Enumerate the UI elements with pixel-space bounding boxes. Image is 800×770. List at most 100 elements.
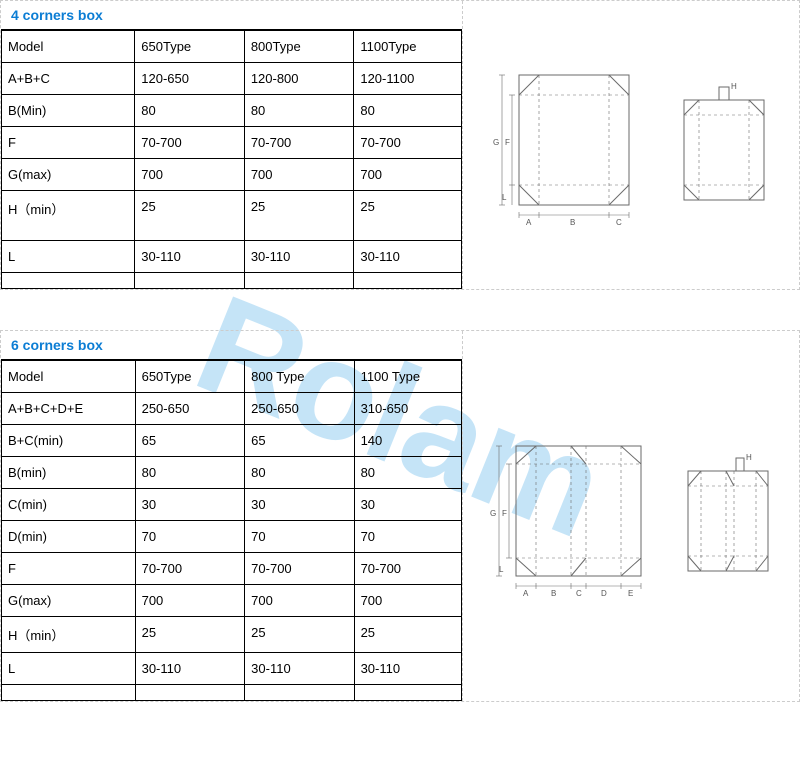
table-panel-4: 4 corners box Model 650Type 800Type 1100… bbox=[1, 1, 463, 289]
cell: 80 bbox=[135, 457, 245, 489]
cell: 700 bbox=[354, 585, 461, 617]
cell: 700 bbox=[354, 159, 462, 191]
cell: 65 bbox=[135, 425, 245, 457]
cell: 30-110 bbox=[245, 653, 354, 685]
col-header: 650Type bbox=[135, 31, 245, 63]
table-row: H（min） 25 25 25 bbox=[2, 191, 462, 241]
cell: 120-650 bbox=[135, 63, 245, 95]
cell: 70-700 bbox=[135, 553, 245, 585]
svg-text:G: G bbox=[493, 138, 499, 147]
title-6-corners: 6 corners box bbox=[1, 331, 462, 360]
cell: D(min) bbox=[2, 521, 136, 553]
cell: 80 bbox=[354, 457, 461, 489]
cell: 700 bbox=[245, 585, 354, 617]
cell: H（min） bbox=[2, 617, 136, 653]
svg-text:H: H bbox=[731, 82, 737, 91]
col-header: Model bbox=[2, 361, 136, 393]
table-row-empty bbox=[2, 273, 462, 289]
col-header: 1100 Type bbox=[354, 361, 461, 393]
cell: 30 bbox=[135, 489, 245, 521]
cell: 70-700 bbox=[245, 553, 354, 585]
svg-text:A: A bbox=[523, 589, 529, 598]
box-diagram-4-assembled: H bbox=[669, 75, 779, 215]
box-diagram-4-flat: G F L A B C bbox=[484, 55, 649, 235]
cell: 70 bbox=[135, 521, 245, 553]
cell: F bbox=[2, 127, 135, 159]
table-row: B(Min) 80 80 80 bbox=[2, 95, 462, 127]
cell: 70 bbox=[354, 521, 461, 553]
table-row: A+B+C 120-650 120-800 120-1100 bbox=[2, 63, 462, 95]
cell: 30-110 bbox=[354, 241, 462, 273]
cell: 25 bbox=[135, 617, 245, 653]
cell: 80 bbox=[135, 95, 245, 127]
col-header: 1100Type bbox=[354, 31, 462, 63]
svg-text:G: G bbox=[490, 509, 496, 518]
cell: 700 bbox=[244, 159, 354, 191]
table-row: H（min） 25 25 25 bbox=[2, 617, 462, 653]
cell: 70-700 bbox=[135, 127, 245, 159]
svg-text:E: E bbox=[628, 589, 633, 598]
cell: 70 bbox=[245, 521, 354, 553]
table-row: F 70-700 70-700 70-700 bbox=[2, 553, 462, 585]
cell: 30 bbox=[245, 489, 354, 521]
svg-text:C: C bbox=[576, 589, 582, 598]
col-header: 650Type bbox=[135, 361, 245, 393]
svg-text:B: B bbox=[570, 218, 575, 227]
cell: F bbox=[2, 553, 136, 585]
cell: 30 bbox=[354, 489, 461, 521]
title-4-corners: 4 corners box bbox=[1, 1, 462, 30]
cell: 70-700 bbox=[354, 127, 462, 159]
cell: 25 bbox=[135, 191, 245, 241]
table-row: C(min) 30 30 30 bbox=[2, 489, 462, 521]
svg-text:C: C bbox=[616, 218, 622, 227]
cell: 80 bbox=[354, 95, 462, 127]
table-row: G(max) 700 700 700 bbox=[2, 585, 462, 617]
cell: 120-1100 bbox=[354, 63, 462, 95]
table-header-row: Model 650Type 800 Type 1100 Type bbox=[2, 361, 462, 393]
diagram-panel-4: G F L A B C bbox=[463, 1, 799, 289]
col-header: Model bbox=[2, 31, 135, 63]
cell: 310-650 bbox=[354, 393, 461, 425]
section-4-corners: 4 corners box Model 650Type 800Type 1100… bbox=[0, 0, 800, 290]
cell: 250-650 bbox=[135, 393, 245, 425]
cell: 80 bbox=[244, 95, 354, 127]
cell: 25 bbox=[244, 191, 354, 241]
cell: 250-650 bbox=[245, 393, 354, 425]
cell: B(Min) bbox=[2, 95, 135, 127]
table-row: A+B+C+D+E 250-650 250-650 310-650 bbox=[2, 393, 462, 425]
svg-text:H: H bbox=[746, 453, 752, 462]
table-row: B+C(min) 65 65 140 bbox=[2, 425, 462, 457]
diagram-panel-6: G F L A B C D E bbox=[463, 331, 799, 701]
box-diagram-6-assembled: H bbox=[676, 446, 781, 586]
cell: 30-110 bbox=[354, 653, 461, 685]
cell: G(max) bbox=[2, 159, 135, 191]
table-row: G(max) 700 700 700 bbox=[2, 159, 462, 191]
col-header: 800Type bbox=[244, 31, 354, 63]
svg-text:F: F bbox=[502, 509, 507, 518]
spec-table-4: Model 650Type 800Type 1100Type A+B+C 120… bbox=[1, 30, 462, 289]
cell: 70-700 bbox=[354, 553, 461, 585]
svg-text:L: L bbox=[499, 565, 504, 574]
cell: L bbox=[2, 241, 135, 273]
cell: 65 bbox=[245, 425, 354, 457]
cell: C(min) bbox=[2, 489, 136, 521]
cell: 30-110 bbox=[135, 241, 245, 273]
table-row: L 30-110 30-110 30-110 bbox=[2, 653, 462, 685]
table-row: F 70-700 70-700 70-700 bbox=[2, 127, 462, 159]
svg-text:L: L bbox=[502, 193, 507, 202]
cell: 80 bbox=[245, 457, 354, 489]
svg-text:B: B bbox=[551, 589, 556, 598]
table-row: D(min) 70 70 70 bbox=[2, 521, 462, 553]
svg-text:F: F bbox=[505, 138, 510, 147]
cell: A+B+C bbox=[2, 63, 135, 95]
table-row: L 30-110 30-110 30-110 bbox=[2, 241, 462, 273]
cell: G(max) bbox=[2, 585, 136, 617]
spec-table-6: Model 650Type 800 Type 1100 Type A+B+C+D… bbox=[1, 360, 462, 701]
table-row-empty bbox=[2, 685, 462, 701]
cell: 30-110 bbox=[135, 653, 245, 685]
box-diagram-6-flat: G F L A B C D E bbox=[481, 426, 656, 606]
cell: 25 bbox=[354, 617, 461, 653]
cell: 30-110 bbox=[244, 241, 354, 273]
cell: 25 bbox=[354, 191, 462, 241]
cell: B+C(min) bbox=[2, 425, 136, 457]
